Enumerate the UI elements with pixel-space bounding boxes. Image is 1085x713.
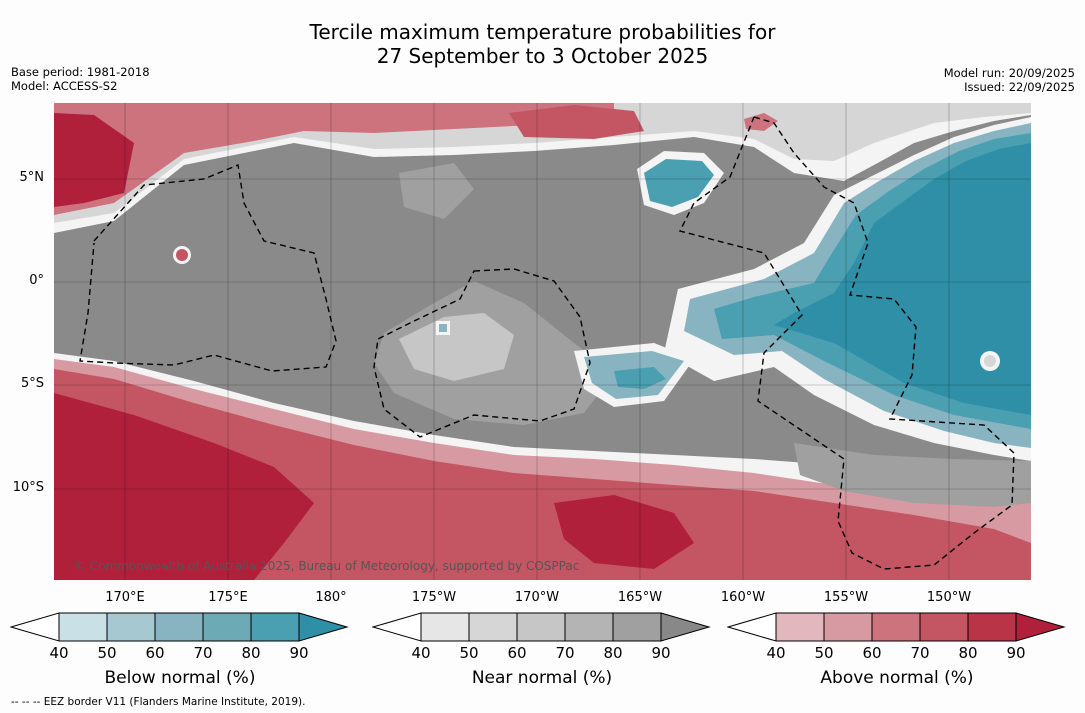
probability-map: © Commonwealth of Australia 2025, Bureau… (54, 103, 1031, 580)
cb-above-seg-4 (920, 613, 968, 641)
cb-below-arrow-left (10, 612, 60, 642)
lon-label-165w: 165°W (617, 590, 663, 605)
cb-below-tick-70: 70 (193, 644, 212, 662)
cb-above-title: Above normal (%) (820, 668, 974, 688)
east-below-core (774, 143, 1031, 415)
lon-label-170e: 170°E (105, 590, 145, 605)
cb-below-tick-40: 40 (49, 644, 68, 662)
lon-label-160w: 160°W (720, 590, 766, 605)
cb-below-seg-2 (107, 613, 155, 641)
cb-below-seg-5 (251, 613, 299, 641)
chart-title: Tercile maximum temperature probabilitie… (0, 20, 1085, 68)
cb-near-tick-50: 50 (459, 644, 478, 662)
colorbar-below-normal: 40 50 60 70 80 90 (10, 612, 349, 662)
lat-label-5n: 5°N (19, 170, 45, 185)
model-run: Model run: 20/09/2025 (943, 66, 1075, 80)
cb-near-arrow-left (372, 612, 422, 642)
cb-above-tick-60: 60 (862, 644, 881, 662)
lon-label-180: 180° (315, 590, 347, 605)
issued-date: Issued: 22/09/2025 (964, 80, 1075, 94)
cb-below-tick-50: 50 (97, 644, 116, 662)
cb-near-tick-90: 90 (651, 644, 670, 662)
cb-above-tick-90: 90 (1006, 644, 1025, 662)
cb-above-arrow-right (1016, 613, 1064, 641)
cb-near-tick-80: 80 (603, 644, 622, 662)
south-near-grey-east (794, 443, 1031, 507)
below-tiny-patch-core (439, 324, 447, 332)
cb-above-seg-2 (824, 613, 872, 641)
cb-below-seg-3 (155, 613, 203, 641)
title-line-1: Tercile maximum temperature probabilitie… (309, 20, 776, 44)
cb-near-tick-70: 70 (555, 644, 574, 662)
colorbar-near-normal: 40 50 60 70 80 90 (372, 612, 711, 662)
lon-label-150w: 150°W (926, 590, 972, 605)
below-south-patch-core (614, 367, 666, 389)
cb-near-seg-2 (469, 613, 517, 641)
cb-near-seg-5 (613, 613, 661, 641)
north-above-band (54, 103, 614, 215)
cb-above-tick-40: 40 (766, 644, 785, 662)
lat-label-0: 0° (29, 273, 44, 288)
eez-borders (79, 116, 1015, 570)
lon-label-175e: 175°E (208, 590, 248, 605)
cb-near-tick-40: 40 (411, 644, 430, 662)
lon-label-170w: 170°W (514, 590, 560, 605)
eez-kiribati-line (678, 116, 1015, 570)
cb-below-seg-4 (203, 613, 251, 641)
north-above-small (744, 113, 778, 131)
below-north-patch-inner (644, 159, 714, 207)
meta-left: Base period: 1981-2018 Model: ACCESS-S2 (11, 65, 150, 93)
cb-below-tick-60: 60 (145, 644, 164, 662)
cb-below-tick-80: 80 (241, 644, 260, 662)
cb-near-title: Near normal (%) (471, 668, 613, 688)
north-above-band-strong (54, 113, 134, 207)
above-small-spot-core (176, 249, 188, 261)
lat-label-5s: 5°S (20, 376, 44, 391)
south-above-band-strong (54, 393, 314, 580)
east-inner-spot-core (984, 355, 996, 367)
cb-near-seg-4 (565, 613, 613, 641)
cb-near-seg-1 (421, 613, 469, 641)
copyright-text: © Commonwealth of Australia 2025, Bureau… (74, 559, 579, 573)
eez-footnote: -- -- -- EEZ border V11 (Flanders Marine… (11, 696, 306, 708)
near-light-patch-1 (399, 163, 474, 219)
grid-lines (54, 103, 1031, 580)
lon-label-155w: 155°W (823, 590, 869, 605)
near-lighter-patch-2 (399, 313, 514, 381)
north-light-grey (54, 103, 1031, 223)
cb-above-seg-1 (776, 613, 824, 641)
cb-near-seg-3 (517, 613, 565, 641)
cb-near-arrow-right (661, 613, 709, 641)
base-period: Base period: 1981-2018 (11, 65, 150, 79)
cb-above-tick-70: 70 (910, 644, 929, 662)
colorbar-above-normal: 40 50 60 70 80 90 (727, 612, 1066, 662)
cb-above-arrow-left (727, 612, 777, 642)
south-above-band-mid (54, 369, 1031, 580)
lon-label-175w: 175°W (411, 590, 457, 605)
cb-below-title: Below normal (%) (104, 668, 256, 688)
model-name: Model: ACCESS-S2 (11, 79, 118, 93)
title-line-2: 27 September to 3 October 2025 (376, 44, 709, 68)
eez-kiribati-gilbert (79, 164, 337, 372)
eez-kiribati-phoenix (373, 268, 591, 438)
north-above-patch (509, 105, 644, 139)
lat-label-10s: 10°S (12, 480, 44, 495)
cb-below-arrow-right (299, 613, 347, 641)
cb-above-seg-5 (968, 613, 1016, 641)
south-above-patch-strong (554, 495, 694, 569)
cb-above-seg-3 (872, 613, 920, 641)
cb-above-tick-80: 80 (958, 644, 977, 662)
cb-above-tick-50: 50 (814, 644, 833, 662)
cb-below-tick-90: 90 (289, 644, 308, 662)
cb-below-seg-1 (59, 613, 107, 641)
meta-right: Model run: 20/09/2025 Issued: 22/09/2025 (944, 66, 1075, 94)
cb-near-tick-60: 60 (507, 644, 526, 662)
